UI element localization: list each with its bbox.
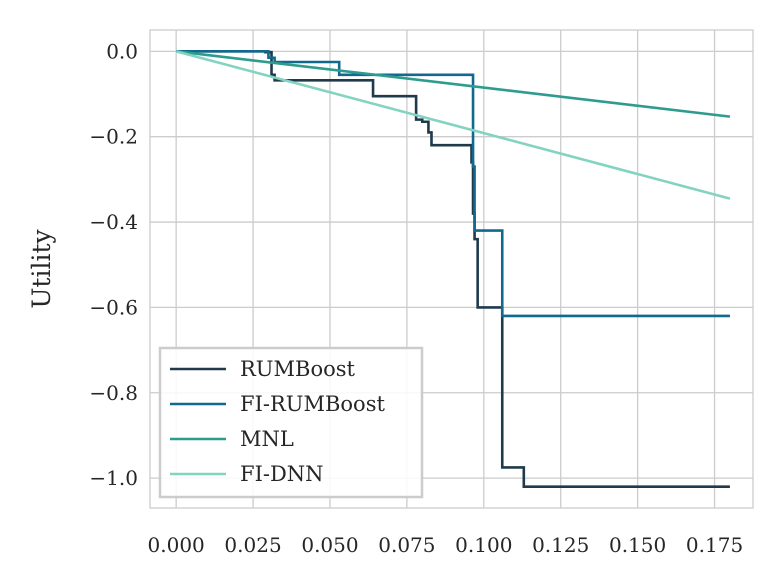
legend-label: FI-DNN <box>240 462 324 486</box>
y-tick-label: −0.4 <box>89 210 138 234</box>
y-tick-label: −0.8 <box>89 381 138 405</box>
legend: RUMBoost FI-RUMBoost MNL FI-DNN <box>158 346 424 499</box>
series-line-fi-rumboost <box>176 50 730 318</box>
x-tick-label: 0.125 <box>532 533 589 557</box>
x-tick-label: 0.025 <box>224 533 281 557</box>
series-line-fi-dnn <box>175 50 731 200</box>
y-axis-label: Utility <box>27 228 56 308</box>
legend-label: FI-RUMBoost <box>240 392 385 416</box>
x-tick-label: 0.050 <box>301 533 358 557</box>
y-tick-label: −0.6 <box>89 295 138 319</box>
y-tick-label: −1.0 <box>89 466 138 490</box>
x-tick-label: 0.075 <box>378 533 435 557</box>
series-lines <box>175 50 731 488</box>
y-tick-label: −0.2 <box>89 125 138 149</box>
legend-label: RUMBoost <box>240 357 356 381</box>
x-tick-label: 0.150 <box>609 533 666 557</box>
x-tick-labels: 0.000 0.025 0.050 0.075 0.100 0.125 0.150 0.175 <box>148 533 744 557</box>
series-line-mnl <box>175 50 731 118</box>
y-tick-labels: 0.0 −0.2 −0.4 −0.6 −0.8 −1.0 <box>89 39 138 490</box>
x-tick-label: 0.000 <box>148 533 205 557</box>
legend-label: MNL <box>240 427 294 451</box>
y-tick-label: 0.0 <box>106 39 138 63</box>
x-tick-label: 0.175 <box>686 533 743 557</box>
x-tick-label: 0.100 <box>455 533 512 557</box>
series-line-rumboost <box>176 50 730 488</box>
legend-box <box>158 346 424 499</box>
